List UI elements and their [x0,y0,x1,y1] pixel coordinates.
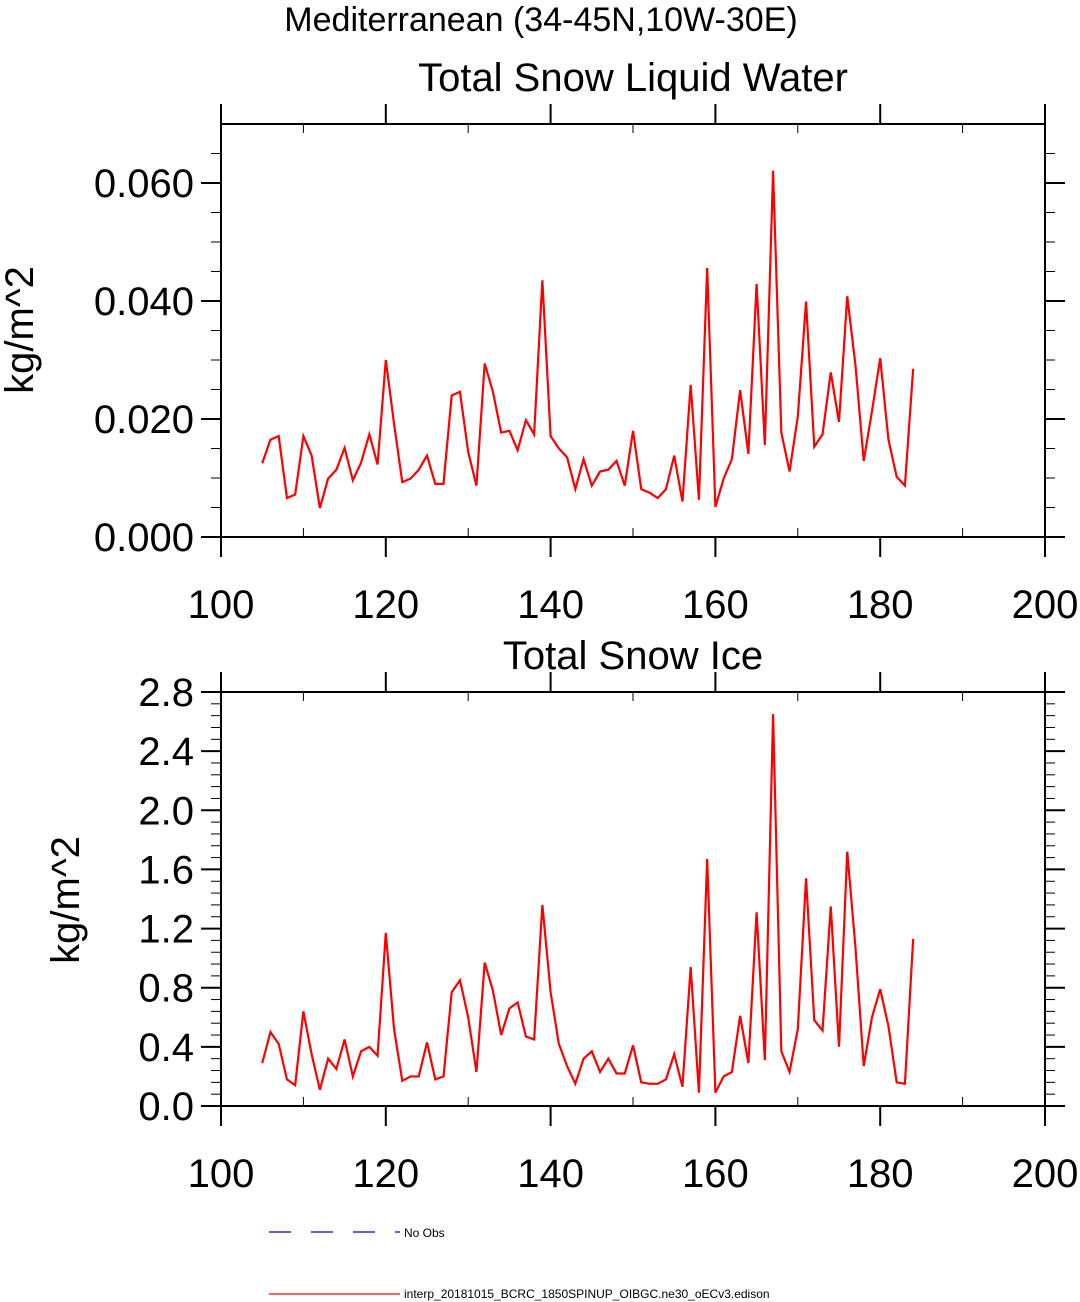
y-tick-labels: 0.000 0.020 0.040 0.060 [94,162,194,560]
legend-label-model: interp_20181015_BCRC_1850SPINUP_OIBGC.ne… [404,1287,770,1301]
series-line [261,714,915,1094]
x-tick-label: 100 [188,1152,255,1196]
x-tick-label: 180 [847,1152,914,1196]
y-tick-label: 0.020 [94,398,194,442]
y-tick-label: 0.060 [94,162,194,206]
legend: No Obs interp_20181015_BCRC_1850SPINUP_O… [269,1226,770,1301]
legend-label-no-obs: No Obs [404,1226,445,1240]
y-tick-labels: 0.0 0.4 0.8 1.2 1.6 2.0 2.4 2.8 [138,671,194,1129]
axis-ticks [201,104,1065,557]
x-tick-label: 100 [188,583,255,627]
y-tick-label: 2.4 [138,730,194,774]
x-tick-label: 140 [517,583,584,627]
y-tick-label: 0.4 [138,1026,194,1070]
y-tick-label: 1.2 [138,908,194,952]
x-tick-labels: 100 120 140 160 180 200 [188,1152,1079,1196]
chart-total-snow-ice: Total Snow Ice kg/m^2 100 120 140 160 180 200… [44,634,1078,1196]
x-tick-label: 160 [682,1152,749,1196]
x-tick-labels: 100 120 140 160 180 200 [188,583,1079,627]
y-tick-label: 1.6 [138,848,194,892]
series-lines [261,714,915,1094]
y-tick-label: 0.000 [94,516,194,560]
chart-title: Total Snow Liquid Water [418,56,848,100]
region-title: Mediterranean (34-45N,10W-30E) [284,1,797,39]
x-tick-label: 180 [847,583,914,627]
y-tick-label: 0.0 [138,1085,194,1129]
chart-title: Total Snow Ice [503,634,763,678]
y-axis-label: kg/m^2 [44,836,88,964]
x-tick-label: 120 [352,1152,419,1196]
y-tick-label: 2.0 [138,789,194,833]
x-tick-label: 200 [1012,583,1079,627]
series-lines [261,170,915,509]
y-tick-label: 2.8 [138,671,194,715]
x-tick-label: 200 [1012,1152,1079,1196]
y-tick-label: 0.8 [138,967,194,1011]
chart-total-snow-liquid-water: Total Snow Liquid Water kg/m^2 100 120 140… [0,56,1078,627]
x-tick-label: 140 [517,1152,584,1196]
series-line [261,170,915,509]
y-tick-label: 0.040 [94,280,194,324]
x-tick-label: 160 [682,583,749,627]
plot-frame [220,123,1046,538]
x-tick-label: 120 [352,583,419,627]
y-axis-label: kg/m^2 [0,266,42,394]
axis-ticks [201,672,1065,1126]
